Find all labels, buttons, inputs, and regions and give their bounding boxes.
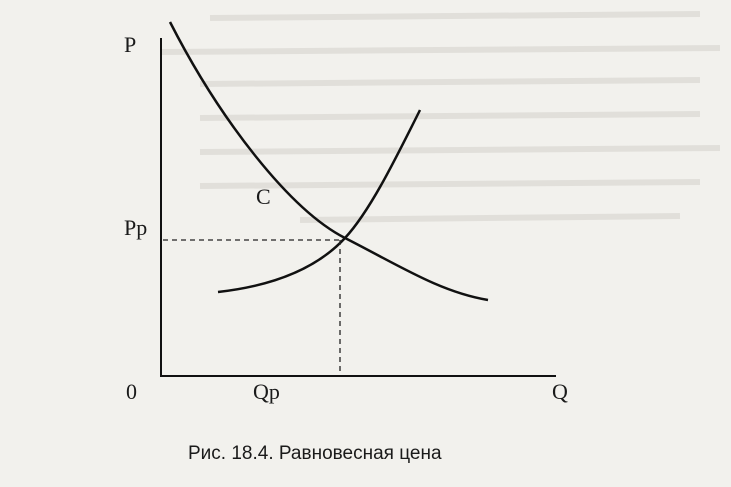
- price-label: Pp: [124, 215, 147, 240]
- origin-label: 0: [126, 379, 137, 404]
- y-axis-label: P: [124, 32, 136, 57]
- bleed-through: [159, 11, 721, 223]
- x-axis-label: Q: [552, 379, 568, 404]
- quantity-label: Qp: [253, 379, 280, 404]
- curve-label: C: [256, 184, 271, 209]
- caption: Рис. 18.4. Равновесная цена: [188, 443, 442, 464]
- demand-curve: [168, 21, 489, 302]
- supply-curve: [217, 109, 422, 294]
